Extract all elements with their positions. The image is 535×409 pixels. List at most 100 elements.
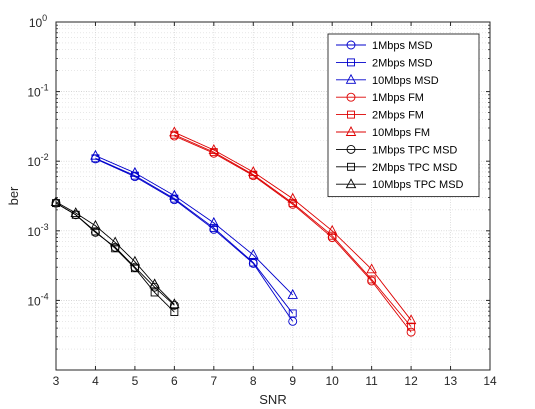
- series-10mbps-msd: [90, 149, 298, 299]
- data-point-10mbps-fm: [248, 166, 259, 176]
- legend-entry-10mbps-fm: 10Mbps FM: [336, 126, 430, 139]
- data-point-10mbps-fm: [405, 314, 417, 325]
- data-point-2mbps-tpc-msd: [91, 227, 100, 236]
- data-point-2mbps-tpc-msd: [170, 308, 179, 317]
- legend-marker: [346, 40, 356, 50]
- series-line-1mbps-msd: [95, 158, 294, 322]
- legend-entry-1mbps-tpc-msd: 1Mbps TPC MSD: [336, 144, 457, 156]
- legend-entry-2mbps-msd: 2Mbps MSD: [336, 57, 433, 69]
- legend-entry-10mbps-tpc-msd: 10Mbps TPC MSD: [336, 178, 464, 191]
- y-tick-label: 100: [29, 13, 47, 30]
- data-point-10mbps-tpc-msd: [169, 298, 180, 309]
- data-point-2mbps-msd: [170, 194, 179, 203]
- legend-entry-2mbps-tpc-msd: 2Mbps TPC MSD: [336, 162, 457, 174]
- series-line-10mbps-msd: [95, 155, 294, 296]
- data-point-2mbps-fm: [367, 275, 376, 284]
- legend-entry-1mbps-msd: 1Mbps MSD: [336, 40, 433, 52]
- x-tick-label: 8: [250, 374, 257, 388]
- data-point-10mbps-fm: [208, 144, 220, 154]
- x-tick-label: 6: [171, 374, 178, 388]
- legend-label: 2Mbps FM: [372, 110, 424, 122]
- legend-label: 10Mbps FM: [372, 127, 430, 139]
- legend-label: 1Mbps TPC MSD: [372, 144, 457, 156]
- data-point-2mbps-fm: [407, 322, 416, 331]
- x-axis-label: SNR: [259, 392, 286, 407]
- data-point-1mbps-msd: [209, 224, 219, 234]
- legend-label: 1Mbps MSD: [372, 40, 433, 52]
- series-line-10mbps-fm: [174, 131, 412, 321]
- series-2mbps-tpc-msd: [52, 199, 179, 317]
- legend: 1Mbps MSD 2Mbps MSD 10Mbps MSD 1Mbps FM 2Mbp…: [327, 33, 480, 198]
- data-point-2mbps-tpc-msd: [111, 244, 120, 253]
- data-point-10mbps-tpc-msd: [70, 207, 81, 217]
- data-point-2mbps-msd: [249, 258, 258, 267]
- data-point-2mbps-tpc-msd: [130, 264, 139, 273]
- legend-box: [327, 33, 480, 198]
- legend-entry-2mbps-fm: 2Mbps FM: [336, 110, 424, 122]
- data-point-2mbps-msd: [209, 223, 218, 232]
- data-point-2mbps-msd: [130, 171, 139, 180]
- legend-label: 2Mbps TPC MSD: [372, 162, 457, 174]
- data-point-10mbps-fm: [326, 224, 338, 235]
- series-10mbps-fm: [169, 126, 417, 325]
- series-2mbps-fm: [170, 130, 416, 331]
- legend-entry-1mbps-fm: 1Mbps FM: [336, 92, 424, 104]
- x-tick-label: 11: [365, 374, 378, 388]
- data-point-2mbps-msd: [91, 154, 100, 163]
- series-10mbps-tpc-msd: [50, 195, 180, 309]
- y-tick-label: 10-3: [27, 222, 48, 239]
- data-point-10mbps-msd: [129, 166, 141, 177]
- legend-label: 10Mbps TPC MSD: [372, 179, 464, 191]
- x-tick-label: 10: [326, 374, 340, 388]
- x-tick-label: 9: [289, 374, 296, 388]
- data-point-10mbps-tpc-msd: [149, 278, 160, 289]
- data-point-10mbps-msd: [208, 216, 220, 227]
- series-line-2mbps-tpc-msd: [55, 202, 175, 313]
- x-tick-label: 5: [132, 374, 139, 388]
- data-point-2mbps-msd: [288, 309, 297, 318]
- legend-marker: [345, 178, 357, 189]
- x-tick-label: 7: [210, 374, 217, 388]
- x-tick-label: 4: [92, 374, 99, 388]
- legend-marker: [345, 126, 357, 136]
- data-point-10mbps-tpc-msd: [129, 255, 141, 266]
- data-point-1mbps-fm: [288, 199, 298, 209]
- x-tick-label: 12: [404, 374, 418, 388]
- data-point-10mbps-fm: [287, 192, 298, 203]
- series-line-2mbps-fm: [174, 134, 412, 327]
- data-point-10mbps-msd: [169, 189, 180, 200]
- plot-frame: [55, 21, 491, 371]
- y-axis-label: ber: [6, 186, 21, 205]
- data-point-2mbps-fm: [288, 199, 297, 208]
- series-layer: [50, 126, 417, 337]
- data-point-1mbps-tpc-msd: [110, 242, 120, 252]
- legend-marker: [346, 92, 356, 102]
- data-point-10mbps-tpc-msd: [109, 236, 121, 247]
- legend-marker: [345, 73, 357, 84]
- series-2mbps-msd: [91, 154, 297, 318]
- data-point-10mbps-fm: [366, 263, 377, 274]
- legend-label: 1Mbps FM: [372, 92, 424, 104]
- data-point-1mbps-tpc-msd: [169, 300, 179, 310]
- data-point-10mbps-msd: [248, 248, 259, 259]
- data-point-10mbps-msd: [90, 149, 101, 160]
- data-point-1mbps-fm: [367, 276, 377, 286]
- ticks-layer: 3 4 5 6 7 8 9 10 11 12 13 14 100 10-1 10-2 10-3 10-4: [27, 13, 497, 388]
- x-tick-label: 14: [483, 374, 497, 388]
- data-point-10mbps-msd: [287, 288, 298, 299]
- legend-label: 10Mbps MSD: [372, 75, 439, 87]
- x-tick-label: 13: [444, 374, 458, 388]
- legend-entry-10mbps-msd: 10Mbps MSD: [336, 73, 439, 87]
- y-tick-label: 10-4: [27, 291, 48, 308]
- series-line-2mbps-msd: [95, 157, 294, 314]
- data-point-1mbps-tpc-msd: [130, 262, 140, 272]
- series-line-10mbps-tpc-msd: [55, 201, 175, 305]
- data-point-1mbps-fm: [406, 327, 416, 337]
- legend-marker: [346, 144, 356, 154]
- data-point-10mbps-fm: [169, 126, 180, 137]
- legend-marker: [347, 162, 355, 171]
- data-point-1mbps-fm: [327, 233, 337, 242]
- x-tick-label: 3: [53, 374, 60, 388]
- watermark: CSDN @我爱C编程: [411, 391, 526, 406]
